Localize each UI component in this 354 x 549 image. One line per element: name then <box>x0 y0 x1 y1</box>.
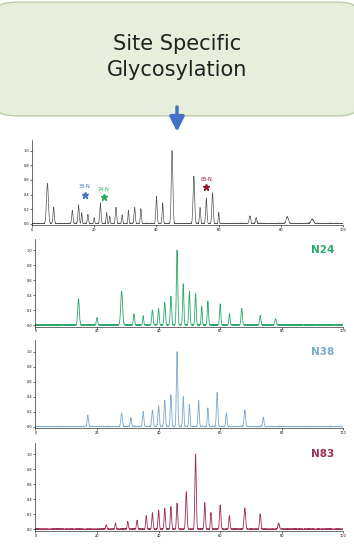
FancyBboxPatch shape <box>0 2 354 116</box>
Text: N83: N83 <box>311 449 334 459</box>
Text: 24-N: 24-N <box>98 187 109 192</box>
Text: 38-N: 38-N <box>79 184 91 189</box>
Text: 83-N: 83-N <box>200 177 212 182</box>
Text: N38: N38 <box>311 346 334 356</box>
Text: Site Specific
Glycosylation: Site Specific Glycosylation <box>107 34 247 80</box>
Text: N24: N24 <box>311 245 334 255</box>
